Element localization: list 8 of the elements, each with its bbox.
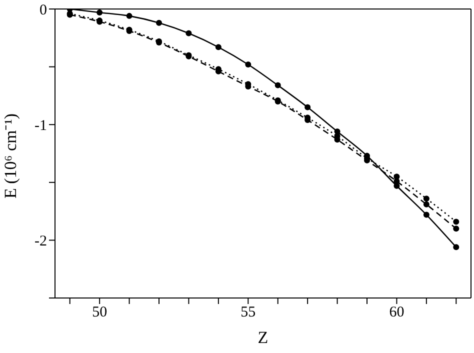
x-axis-title: Z bbox=[258, 328, 268, 347]
x-tick-label: 60 bbox=[389, 304, 404, 321]
y-tick-label: -2 bbox=[34, 234, 47, 250]
y-axis-title: E (10⁶ cm⁻¹) bbox=[1, 114, 20, 198]
y-tick-label: 0 bbox=[40, 2, 47, 18]
y-tick-label: -1 bbox=[34, 118, 47, 134]
x-tick-label: 50 bbox=[92, 304, 108, 321]
x-tick-label: 55 bbox=[240, 304, 256, 321]
